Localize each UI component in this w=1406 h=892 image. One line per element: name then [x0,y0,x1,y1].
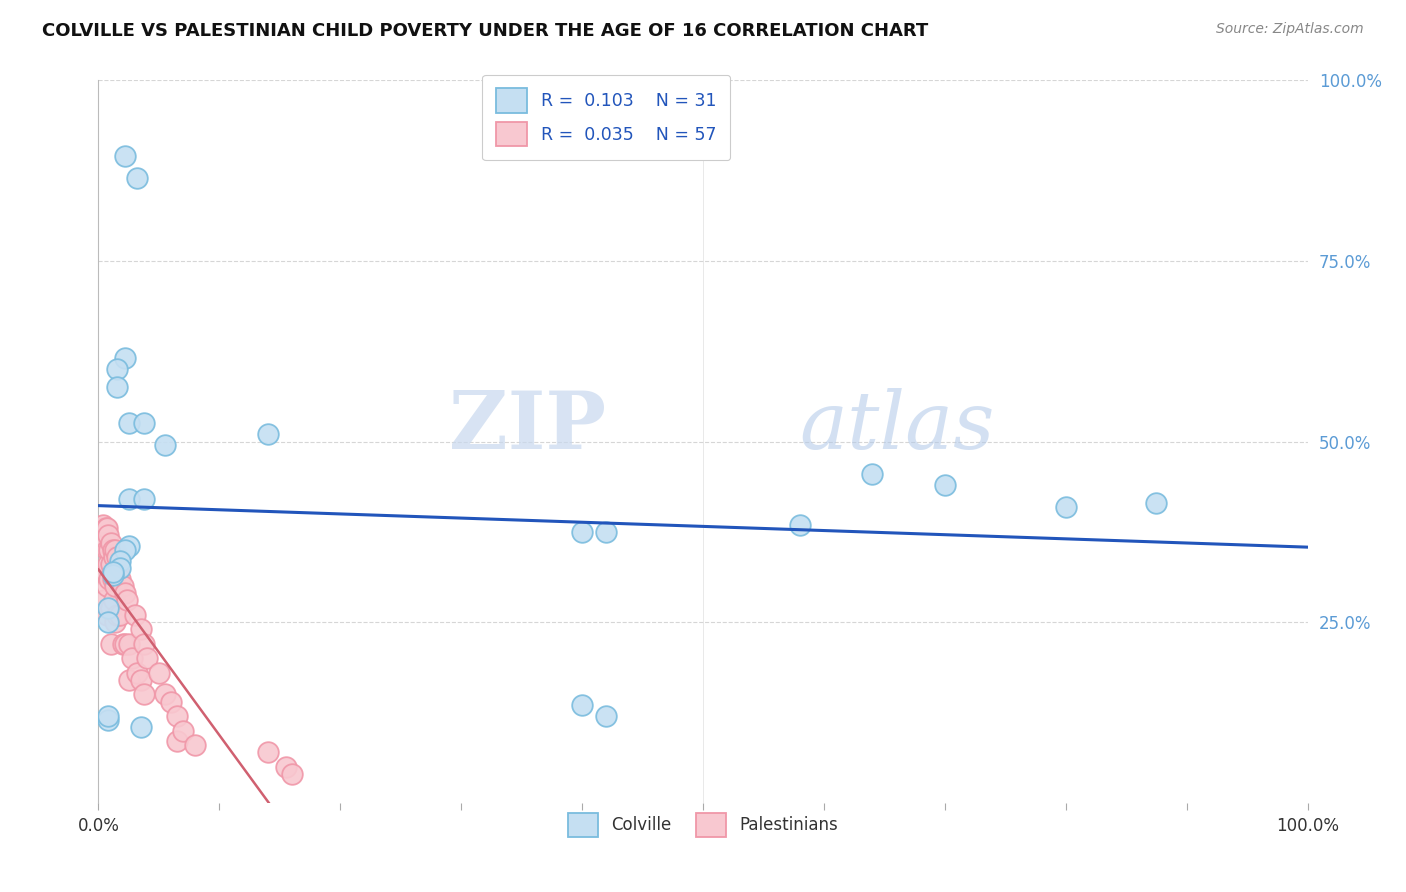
Point [153,687,176,701]
Point [114,351,136,366]
Point [100,600,122,615]
Point [127,170,149,185]
Point [148,665,170,680]
Point [571,524,593,539]
Point [129,673,152,687]
Text: ZIP: ZIP [450,388,606,467]
Point [100,637,122,651]
Point [135,651,157,665]
Point [108,561,131,575]
Point [104,542,127,557]
Point [103,550,125,565]
Point [101,565,124,579]
Point [105,362,128,376]
Point [108,572,131,586]
Point [172,723,194,738]
Point [97,709,120,723]
Point [256,745,278,759]
Point [98,542,121,557]
Point [94,521,117,535]
Point [117,593,139,607]
Text: Source: ZipAtlas.com: Source: ZipAtlas.com [1216,22,1364,37]
Point [166,709,188,723]
Point [281,767,304,781]
Point [118,637,141,651]
Point [98,572,121,586]
Point [93,565,115,579]
Point [107,565,129,579]
Point [114,586,136,600]
Point [934,478,956,492]
Point [184,738,207,752]
Point [127,665,149,680]
Point [111,637,134,651]
Point [101,542,124,557]
Point [118,492,141,507]
Point [101,572,124,586]
Point [118,417,141,431]
Point [101,568,124,582]
Point [91,517,114,532]
Point [96,521,118,535]
Point [100,558,122,572]
Point [274,760,297,774]
Point [97,713,120,727]
Point [256,427,278,442]
Point [97,600,120,615]
Point [1054,500,1077,514]
Point [100,535,122,549]
Point [105,550,128,565]
Point [114,542,136,557]
Point [91,521,114,535]
Point [96,542,118,557]
Point [595,524,617,539]
Point [105,607,128,622]
Point [860,467,883,481]
Point [124,607,146,622]
Point [153,438,176,452]
Point [118,673,141,687]
Y-axis label: Child Poverty Under the Age of 16: Child Poverty Under the Age of 16 [0,300,8,583]
Point [93,535,115,549]
Point [103,593,125,607]
Legend: Colville, Palestinians: Colville, Palestinians [560,805,846,845]
Point [97,528,120,542]
Point [129,623,152,637]
Text: COLVILLE VS PALESTINIAN CHILD POVERTY UNDER THE AGE OF 16 CORRELATION CHART: COLVILLE VS PALESTINIAN CHILD POVERTY UN… [42,22,928,40]
Point [108,554,131,568]
Point [111,579,134,593]
Point [114,637,136,651]
Point [93,593,115,607]
Point [104,615,127,630]
Point [104,579,127,593]
Point [134,417,156,431]
Point [118,539,141,553]
Point [121,651,143,665]
Point [96,579,118,593]
Point [96,607,118,622]
Point [94,535,117,549]
Point [129,720,152,734]
Point [108,607,131,622]
Point [571,698,593,713]
Text: atlas: atlas [800,388,995,466]
Point [114,149,136,163]
Point [97,615,120,630]
Point [160,695,183,709]
Point [789,517,811,532]
Point [94,565,117,579]
Point [97,558,120,572]
Point [134,492,156,507]
Point [134,687,156,701]
Point [134,637,156,651]
Point [105,380,128,394]
Point [1146,496,1168,510]
Point [166,734,188,748]
Point [595,709,617,723]
